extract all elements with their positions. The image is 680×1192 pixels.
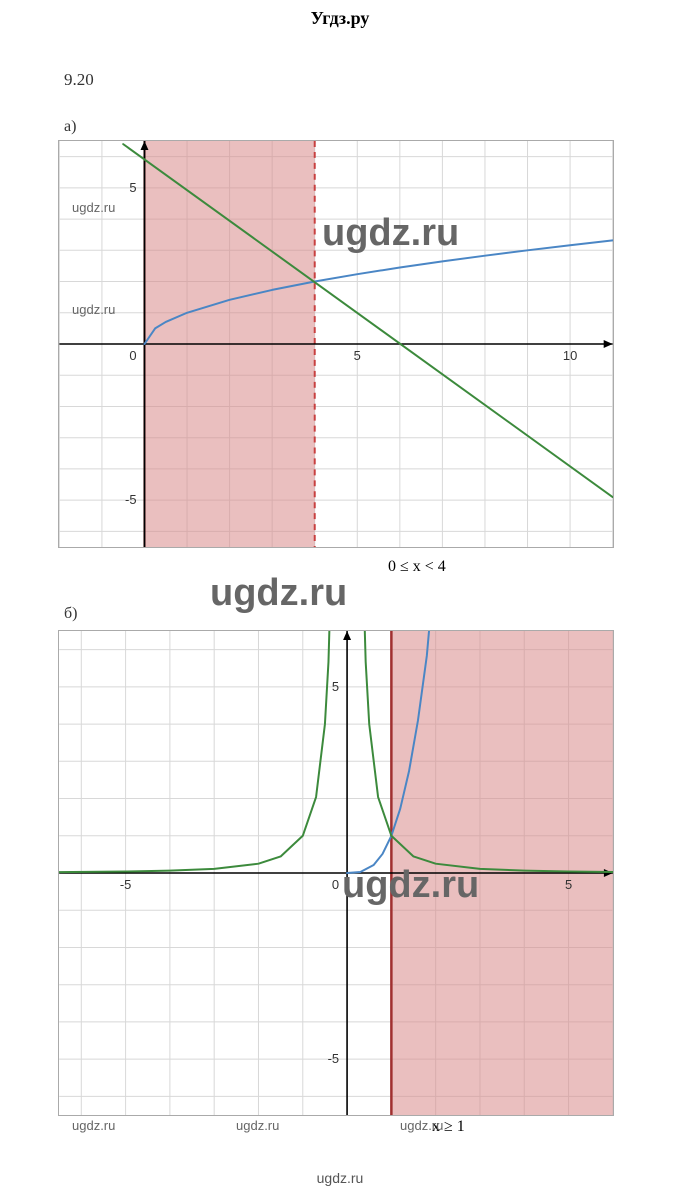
- site-header: Угдз.ру: [0, 0, 680, 37]
- answer-b: x ≥ 1: [432, 1118, 465, 1136]
- svg-text:-5: -5: [120, 877, 132, 892]
- svg-text:0: 0: [129, 348, 136, 363]
- svg-text:5: 5: [129, 180, 136, 195]
- svg-text:5: 5: [332, 679, 339, 694]
- svg-text:-5: -5: [125, 492, 137, 507]
- chart-b: -5 5 5 -5 0: [58, 630, 614, 1116]
- site-title: Угдз.ру: [311, 8, 370, 28]
- exercise-number: 9.20: [64, 70, 94, 90]
- watermark-big: ugdz.ru: [210, 572, 347, 615]
- svg-text:-5: -5: [328, 1051, 340, 1066]
- footer-watermark: ugdz.ru: [0, 1170, 680, 1186]
- svg-text:5: 5: [354, 348, 361, 363]
- svg-text:5: 5: [565, 877, 572, 892]
- part-b-label: б): [64, 605, 77, 623]
- svg-text:10: 10: [563, 348, 577, 363]
- svg-text:0: 0: [332, 877, 339, 892]
- part-a-label: а): [64, 118, 76, 136]
- watermark-small: ugdz.ru: [72, 1118, 115, 1133]
- watermark-small: ugdz.ru: [236, 1118, 279, 1133]
- chart-a: 5 10 5 -5 0: [58, 140, 614, 548]
- answer-a: 0 ≤ x < 4: [388, 558, 446, 576]
